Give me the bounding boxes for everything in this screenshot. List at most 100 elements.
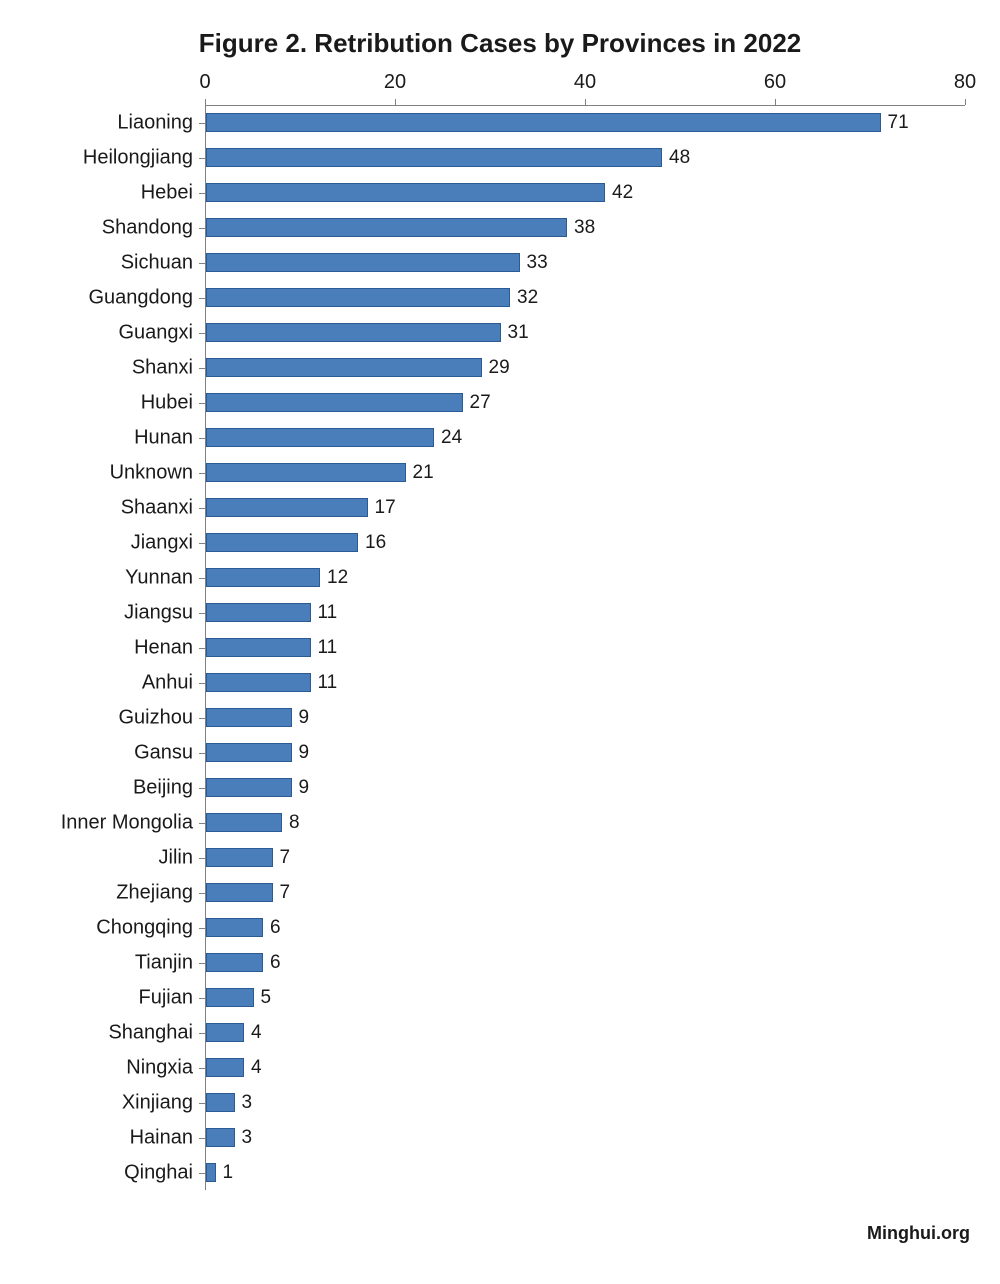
x-tick-mark xyxy=(965,99,966,105)
y-tick-mark xyxy=(199,263,205,264)
bar-value-label: 9 xyxy=(299,777,310,799)
y-tick-label: Hunan xyxy=(134,426,193,449)
chart-title: Figure 2. Retribution Cases by Provinces… xyxy=(0,28,1000,59)
x-tick-mark xyxy=(585,99,586,105)
y-tick-label: Yunnan xyxy=(125,566,193,589)
y-tick-label: Hebei xyxy=(141,181,193,204)
bar xyxy=(206,638,311,658)
y-tick-mark xyxy=(199,753,205,754)
y-tick-mark xyxy=(199,158,205,159)
y-tick-label: Xinjiang xyxy=(122,1091,193,1114)
bar xyxy=(206,953,263,973)
bar-value-label: 7 xyxy=(280,847,291,869)
y-tick-mark xyxy=(199,718,205,719)
y-tick-label: Ningxia xyxy=(126,1056,193,1079)
y-tick-mark xyxy=(199,508,205,509)
bar xyxy=(206,708,292,728)
bar-value-label: 8 xyxy=(289,812,300,834)
bar-value-label: 7 xyxy=(280,882,291,904)
bar xyxy=(206,743,292,763)
bar-value-label: 9 xyxy=(299,707,310,729)
bar-value-label: 9 xyxy=(299,742,310,764)
bar-value-label: 38 xyxy=(574,217,595,239)
bar xyxy=(206,848,273,868)
bar-value-label: 11 xyxy=(318,672,338,694)
bar xyxy=(206,883,273,903)
source-label: Minghui.org xyxy=(867,1223,970,1244)
bar-value-label: 6 xyxy=(270,952,281,974)
y-tick-label: Qinghai xyxy=(124,1161,193,1184)
y-tick-mark xyxy=(199,683,205,684)
bar xyxy=(206,568,320,588)
y-tick-mark xyxy=(199,963,205,964)
bar-value-label: 21 xyxy=(413,462,434,484)
bar-value-label: 24 xyxy=(441,427,462,449)
bar-value-label: 32 xyxy=(517,287,538,309)
y-tick-mark xyxy=(199,928,205,929)
bar xyxy=(206,1023,244,1043)
bar xyxy=(206,918,263,938)
x-tick-label: 40 xyxy=(574,71,596,94)
y-tick-label: Shanxi xyxy=(132,356,193,379)
bar-value-label: 42 xyxy=(612,182,633,204)
bar-value-label: 29 xyxy=(489,357,510,379)
y-tick-label: Hainan xyxy=(130,1126,193,1149)
bar xyxy=(206,218,567,238)
y-tick-mark xyxy=(199,893,205,894)
y-tick-label: Zhejiang xyxy=(116,881,193,904)
y-tick-label: Unknown xyxy=(110,461,193,484)
x-axis xyxy=(205,105,965,106)
bar xyxy=(206,813,282,833)
bar xyxy=(206,1093,235,1113)
bar-value-label: 27 xyxy=(470,392,491,414)
bar-value-label: 17 xyxy=(375,497,396,519)
y-tick-mark xyxy=(199,578,205,579)
y-tick-label: Inner Mongolia xyxy=(61,811,193,834)
bar xyxy=(206,778,292,798)
bar-value-label: 31 xyxy=(508,322,529,344)
y-tick-label: Guangdong xyxy=(88,286,193,309)
bar xyxy=(206,148,662,168)
bar-value-label: 1 xyxy=(223,1162,234,1184)
y-tick-label: Beijing xyxy=(133,776,193,799)
bar xyxy=(206,253,520,273)
y-tick-mark xyxy=(199,193,205,194)
y-tick-label: Jiangxi xyxy=(131,531,193,554)
bar xyxy=(206,533,358,553)
y-tick-mark xyxy=(199,333,205,334)
bar xyxy=(206,393,463,413)
y-tick-label: Shandong xyxy=(102,216,193,239)
y-tick-mark xyxy=(199,1068,205,1069)
bar-value-label: 5 xyxy=(261,987,272,1009)
x-tick-label: 80 xyxy=(954,71,976,94)
y-tick-mark xyxy=(199,858,205,859)
y-tick-mark xyxy=(199,543,205,544)
bar xyxy=(206,603,311,623)
bar xyxy=(206,183,605,203)
y-tick-label: Heilongjiang xyxy=(83,146,193,169)
bar xyxy=(206,673,311,693)
y-tick-mark xyxy=(199,228,205,229)
y-tick-mark xyxy=(199,613,205,614)
y-tick-label: Henan xyxy=(134,636,193,659)
y-tick-mark xyxy=(199,1103,205,1104)
y-tick-mark xyxy=(199,368,205,369)
bar xyxy=(206,988,254,1008)
bar xyxy=(206,358,482,378)
y-tick-mark xyxy=(199,788,205,789)
y-tick-mark xyxy=(199,1173,205,1174)
y-tick-label: Sichuan xyxy=(121,251,193,274)
y-tick-label: Gansu xyxy=(134,741,193,764)
bar xyxy=(206,428,434,448)
y-tick-mark xyxy=(199,403,205,404)
bar-value-label: 11 xyxy=(318,602,338,624)
bar xyxy=(206,113,881,133)
bar-value-label: 4 xyxy=(251,1022,262,1044)
bar-value-label: 48 xyxy=(669,147,690,169)
y-tick-mark xyxy=(199,473,205,474)
x-tick-label: 20 xyxy=(384,71,406,94)
bar-value-label: 6 xyxy=(270,917,281,939)
y-tick-label: Fujian xyxy=(139,986,193,1009)
plot-area: 020406080Liaoning71Heilongjiang48Hebei42… xyxy=(205,105,965,1190)
bar-value-label: 33 xyxy=(527,252,548,274)
